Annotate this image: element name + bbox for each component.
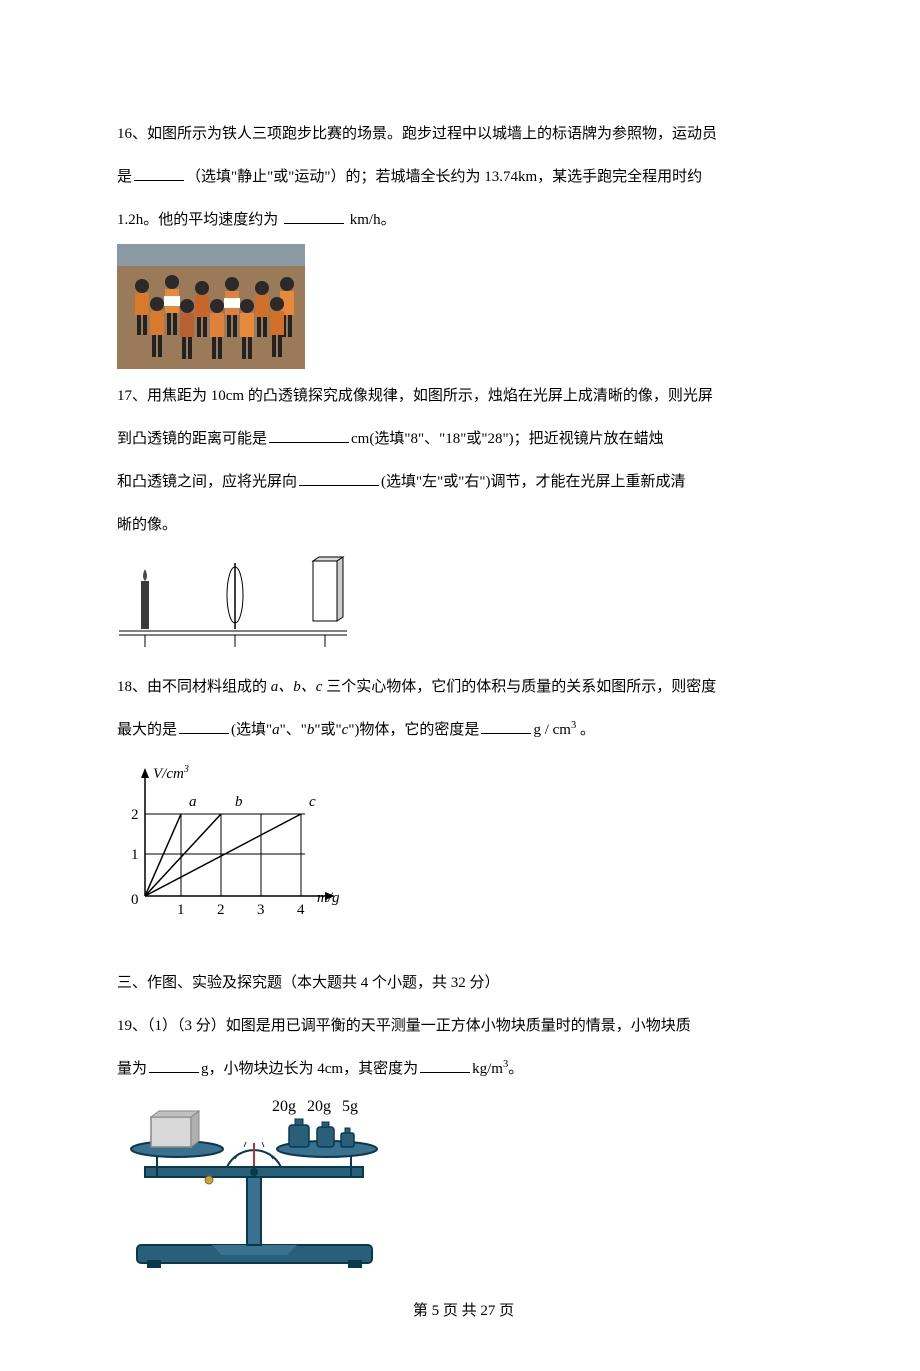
lens-diagram [117,555,349,650]
q18-text2b: (选填" [231,722,272,738]
svg-text:3: 3 [257,902,265,918]
q17-line2: 到凸透镜的距离可能是 cm(选填"8"、"18"或"28")；把近视镜片放在蜡烛 [117,420,810,459]
svg-text:1: 1 [131,847,139,863]
q18-text2c: "、" [280,722,307,738]
q18-text1b: 三个实心物体，它们的体积与质量的关系如图所示，则密度 [322,679,716,695]
q18-blank1 [179,719,229,734]
svg-text:20g: 20g [307,1098,331,1115]
svg-text:V/cm3: V/cm3 [153,764,189,782]
q18-text1a: 由不同材料组成的 [147,679,271,695]
marathon-image [117,244,305,369]
q16-text3b: km/h。 [346,212,396,228]
q16-text1: 如图所示为铁人三项跑步比赛的场景。跑步过程中以城墙上的标语牌为参照物，运动员 [147,126,717,142]
q16-text2a: 是 [117,169,132,185]
q16-text3a: 1.2h。他的平均速度约为 [117,212,282,228]
q16-num: 16、 [117,126,147,142]
svg-text:c: c [309,794,316,810]
svg-text:1: 1 [177,902,185,918]
q17-text2b: cm(选填"8"、"18"或"28")；把近视镜片放在蜡烛 [351,431,664,447]
svg-text:b: b [235,794,243,810]
page-footer: 第 5 页 共 27 页 [117,1292,810,1331]
q19-text2c: kg/m [472,1061,503,1077]
q17-text2a: 到凸透镜的距离可能是 [117,431,267,447]
q18-text2a: 最大的是 [117,722,177,738]
q19-text2d: 。 [508,1061,523,1077]
q16-line2: 是 （选填"静止"或"运动"）的；若城墙全长约为 13.74km，某选手跑完全程用… [117,158,810,197]
q19-blank1 [149,1058,199,1073]
q17-text4: 晰的像。 [117,517,177,533]
svg-text:0: 0 [131,892,139,908]
q19-text2b: g，小物块边长为 4cm，其密度为 [201,1061,418,1077]
q18-blank2 [481,719,531,734]
footer-left: 第 [413,1303,432,1319]
footer-page: 5 [432,1303,440,1319]
q18-text2e: ")物体，它的密度是 [348,722,479,738]
q18-text2d: "或" [314,722,341,738]
density-graph: V/cm3 m/g a b c 2 1 0 1 2 3 4 [117,764,347,934]
q17-line1: 17、用焦距为 10cm 的凸透镜探究成像规律，如图所示，烛焰在光屏上成清晰的像… [117,377,810,416]
q17-num: 17、 [117,388,147,404]
q17-text3b: (选填"左"或"右")调节，才能在光屏上重新成清 [381,474,685,490]
svg-text:4: 4 [297,902,305,918]
q19-num: 19、 [117,1018,147,1034]
section3-title: 三、作图、实验及探究题（本大题共 4 个小题，共 32 分） [117,964,810,1003]
svg-text:a: a [189,794,197,810]
svg-text:2: 2 [131,807,139,823]
q19-blank2 [420,1058,470,1073]
q19-text2a: 量为 [117,1061,147,1077]
q17-line3: 和凸透镜之间，应将光屏向 (选填"左"或"右")调节，才能在光屏上重新成清 [117,463,810,502]
q16-blank1 [134,166,184,181]
svg-text:2: 2 [217,902,225,918]
q18-num: 18、 [117,679,147,695]
q16-blank2 [284,209,344,224]
q17-text3a: 和凸透镜之间，应将光屏向 [117,474,297,490]
q18-unit-g: g / cm [533,722,571,738]
q19-text1: （1）（3 分）如图是用已调平衡的天平测量一正方体小物块质量时的情景，小物块质 [147,1018,691,1034]
q16-line3: 1.2h。他的平均速度约为 km/h。 [117,201,810,240]
q18-line1: 18、由不同材料组成的 a、b、c 三个实心物体，它们的体积与质量的关系如图所示… [117,668,810,707]
q18-a: a [272,722,280,738]
q17-blank1 [269,428,349,443]
svg-text:5g: 5g [342,1098,358,1115]
balance-diagram: 20g 20g 5g [117,1095,392,1270]
q17-text1: 用焦距为 10cm 的凸透镜探究成像规律，如图所示，烛焰在光屏上成清晰的像，则光… [147,388,713,404]
footer-total: 27 [480,1303,495,1319]
q17-blank2 [299,471,379,486]
q18-abc: a、b、c [271,679,323,695]
q18-text2f: 。 [576,722,595,738]
footer-right: 页 [495,1303,514,1319]
q16-line1: 16、如图所示为铁人三项跑步比赛的场景。跑步过程中以城墙上的标语牌为参照物，运动… [117,115,810,154]
q17-line4: 晰的像。 [117,506,810,545]
footer-mid: 页 共 [439,1303,480,1319]
q19-line2: 量为g，小物块边长为 4cm，其密度为kg/m3。 [117,1050,810,1089]
q18-line2: 最大的是(选填"a"、"b"或"c")物体，它的密度是g / cm3 。 [117,711,810,750]
q16-text2b: （选填"静止"或"运动"）的；若城墙全长约为 13.74km，某选手跑完全程用时… [186,169,702,185]
q19-line1: 19、（1）（3 分）如图是用已调平衡的天平测量一正方体小物块质量时的情景，小物… [117,1007,810,1046]
svg-text:20g: 20g [272,1098,296,1115]
